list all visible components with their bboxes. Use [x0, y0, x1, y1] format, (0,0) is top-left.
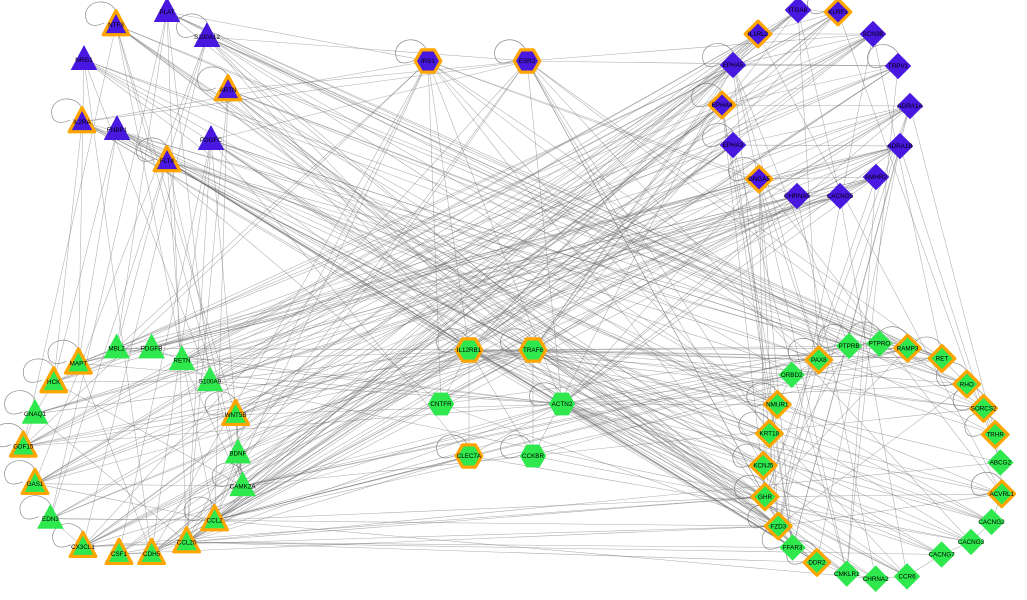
svg-text:ABCG2: ABCG2: [990, 460, 1012, 467]
svg-text:CCL20: CCL20: [177, 539, 197, 546]
svg-text:AMHR2: AMHR2: [865, 174, 888, 181]
svg-text:GHR: GHR: [758, 494, 772, 501]
svg-text:FNBP1: FNBP1: [107, 127, 128, 134]
svg-text:SORCS2: SORCS2: [971, 406, 997, 413]
svg-text:TRAF6: TRAF6: [523, 347, 543, 354]
svg-text:GNAQ1: GNAQ1: [24, 411, 47, 418]
svg-text:DDR2: DDR2: [808, 560, 826, 567]
svg-text:FLT4: FLT4: [160, 158, 175, 165]
svg-text:MBL2: MBL2: [108, 346, 125, 353]
svg-text:EPHA3: EPHA3: [723, 142, 744, 149]
svg-text:BDNF: BDNF: [229, 451, 246, 458]
svg-text:NMUR1: NMUR1: [766, 402, 789, 409]
svg-text:S100A12: S100A12: [194, 34, 220, 41]
svg-text:CMKLR1: CMKLR1: [834, 571, 860, 578]
svg-text:S100A9: S100A9: [199, 378, 222, 385]
svg-text:RAMP3: RAMP3: [897, 345, 919, 352]
svg-text:CACNG5: CACNG5: [827, 193, 854, 200]
svg-text:GDF15: GDF15: [13, 444, 34, 451]
svg-text:ACTN2: ACTN2: [552, 401, 573, 408]
svg-text:EDN3: EDN3: [42, 516, 59, 523]
svg-text:RHO: RHO: [960, 381, 974, 388]
svg-text:MAPT: MAPT: [70, 361, 88, 368]
svg-text:CCR6: CCR6: [898, 574, 916, 581]
svg-text:ORBD2: ORBD2: [781, 372, 803, 379]
svg-text:NRG1: NRG1: [75, 57, 93, 64]
svg-text:IL2RA: IL2RA: [73, 119, 91, 126]
svg-text:CLEC7A: CLEC7A: [457, 453, 482, 460]
svg-text:CNTFR: CNTFR: [430, 401, 452, 408]
svg-text:ARTN: ARTN: [219, 87, 236, 94]
svg-text:IRS1: IRS1: [421, 58, 435, 65]
svg-text:ADRA1A: ADRA1A: [897, 103, 923, 110]
svg-text:TRPV1: TRPV1: [888, 63, 909, 70]
svg-text:CSF1: CSF1: [111, 551, 128, 558]
svg-text:ADRA1B: ADRA1B: [887, 143, 912, 150]
svg-text:FFAR3: FFAR3: [783, 545, 803, 552]
svg-text:EPHA5: EPHA5: [723, 62, 744, 69]
svg-text:CCL2: CCL2: [207, 517, 224, 524]
svg-text:SCN3B: SCN3B: [863, 31, 884, 38]
svg-text:CACNG3: CACNG3: [958, 539, 985, 546]
svg-text:GNGA5: GNGA5: [748, 176, 771, 183]
svg-text:HCK: HCK: [47, 379, 61, 386]
svg-text:WNT5B: WNT5B: [225, 412, 247, 419]
svg-text:NTF3: NTF3: [108, 22, 124, 29]
svg-text:FZD3: FZD3: [770, 523, 786, 530]
svg-text:ITGA8: ITGA8: [789, 7, 808, 14]
svg-text:CX3CL1: CX3CL1: [71, 544, 95, 551]
svg-text:RET: RET: [936, 356, 949, 363]
svg-text:EPHA4: EPHA4: [712, 102, 733, 109]
svg-text:GAS1: GAS1: [27, 481, 44, 488]
svg-text:PAX8: PAX8: [811, 357, 827, 364]
svg-text:IL12RB1: IL12RB1: [457, 347, 482, 354]
svg-text:KCNJ5: KCNJ5: [753, 463, 773, 470]
svg-text:CDH5: CDH5: [143, 551, 161, 558]
svg-text:CHRNA2: CHRNA2: [863, 576, 889, 583]
svg-text:ACVRL1: ACVRL1: [990, 491, 1015, 498]
svg-text:KRT18: KRT18: [760, 431, 780, 438]
svg-text:RETN: RETN: [173, 357, 191, 364]
svg-text:PDGFC: PDGFC: [200, 137, 222, 144]
svg-text:CACNG2: CACNG2: [978, 519, 1005, 526]
svg-text:IL1RL2: IL1RL2: [748, 31, 769, 38]
svg-text:TRHR: TRHR: [986, 432, 1004, 439]
svg-text:PLAT: PLAT: [159, 9, 174, 16]
svg-text:KLRF1: KLRF1: [828, 9, 848, 16]
svg-text:CACNG7: CACNG7: [928, 552, 955, 559]
svg-text:PDGFB: PDGFB: [141, 346, 163, 353]
svg-text:PTPRB: PTPRB: [839, 343, 860, 350]
svg-text:CAMK2A: CAMK2A: [230, 483, 257, 490]
svg-text:CCKBR: CCKBR: [522, 453, 544, 460]
svg-text:PTPRO: PTPRO: [869, 341, 891, 348]
svg-text:ESR2: ESR2: [519, 58, 536, 65]
svg-text:CHRNA5: CHRNA5: [784, 193, 810, 200]
